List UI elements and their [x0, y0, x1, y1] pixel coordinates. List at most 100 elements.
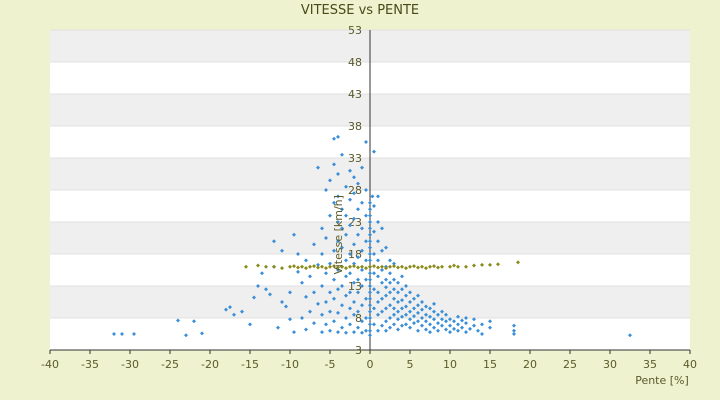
data-point [356, 181, 360, 186]
data-point [304, 258, 308, 263]
data-point [360, 303, 364, 308]
data-point [456, 314, 460, 319]
data-point [432, 317, 436, 322]
data-point [380, 280, 384, 285]
data-point [344, 330, 348, 335]
data-point [464, 264, 468, 269]
data-point [368, 239, 372, 244]
data-point [444, 327, 448, 332]
data-point [328, 261, 332, 266]
data-point [384, 293, 388, 298]
data-point [368, 309, 372, 314]
data-point [392, 312, 396, 317]
data-point [456, 322, 460, 327]
data-point [352, 330, 356, 335]
data-point [348, 197, 352, 202]
data-point [496, 262, 500, 267]
data-point [264, 287, 268, 292]
data-point [420, 300, 424, 304]
data-point [368, 328, 372, 333]
data-point [360, 319, 364, 324]
data-point [288, 290, 292, 295]
data-point [372, 229, 376, 234]
x-tick-label: 40 [683, 358, 697, 371]
data-point [428, 306, 432, 311]
x-tick-label: 30 [603, 358, 617, 371]
data-point [368, 213, 372, 218]
data-point [388, 264, 392, 269]
data-point [424, 319, 428, 324]
y-tick-label: 38 [348, 120, 362, 133]
data-point [348, 223, 352, 228]
data-point [368, 200, 372, 205]
data-point [396, 309, 400, 314]
data-point [372, 271, 376, 276]
data-point [460, 318, 464, 323]
data-point [340, 303, 344, 308]
data-point [352, 216, 356, 221]
data-point [444, 319, 448, 324]
data-point [264, 264, 268, 269]
data-point [404, 293, 408, 298]
data-point [256, 284, 260, 288]
data-point [316, 262, 320, 267]
data-point [440, 323, 444, 328]
data-point [408, 264, 412, 269]
data-point [464, 321, 468, 326]
data-point [336, 172, 340, 176]
data-point [320, 264, 324, 269]
data-point [448, 330, 452, 335]
data-point [356, 277, 360, 282]
data-point [356, 255, 360, 260]
data-point [304, 327, 308, 332]
data-point [380, 248, 384, 253]
data-point [424, 327, 428, 332]
data-point [400, 274, 404, 279]
data-point [320, 284, 324, 288]
data-point [388, 258, 392, 263]
y-tick-label: 3 [355, 344, 362, 357]
data-point [292, 330, 296, 335]
data-point [388, 316, 392, 320]
data-point [328, 290, 332, 295]
data-point [392, 264, 396, 269]
data-point [176, 318, 180, 323]
data-point [464, 316, 468, 320]
data-point [316, 165, 320, 170]
data-point [360, 284, 364, 288]
data-point [324, 271, 328, 276]
data-point [344, 213, 348, 218]
data-point [280, 266, 284, 271]
data-point [372, 264, 376, 269]
y-tick-label: 8 [355, 312, 362, 325]
data-point [392, 277, 396, 282]
data-point [432, 264, 436, 269]
data-point [272, 239, 276, 244]
data-point [356, 309, 360, 314]
x-tick-label: 10 [443, 358, 457, 371]
data-point [248, 322, 252, 327]
data-point [400, 314, 404, 319]
data-point [364, 258, 368, 263]
data-point [344, 232, 348, 237]
data-point [252, 295, 256, 300]
series-2-points [244, 260, 520, 271]
data-point [376, 258, 380, 263]
data-point [380, 309, 384, 314]
data-point [340, 226, 344, 231]
data-point [352, 191, 356, 196]
data-point [320, 252, 324, 256]
data-point [284, 304, 288, 309]
data-point [412, 296, 416, 301]
data-point [364, 277, 368, 282]
data-point [480, 332, 484, 336]
data-point [256, 263, 260, 268]
x-tick-labels: -40 -35 -30 -25 -20 -15 -10 -5 0 5 10 15 20 25 30 35 40 [41, 358, 697, 371]
y-tick-label: 43 [348, 88, 362, 101]
data-point [352, 280, 356, 285]
data-point [368, 284, 372, 288]
data-point [404, 322, 408, 327]
data-point [360, 165, 364, 170]
data-point [364, 266, 368, 271]
data-point [512, 323, 516, 328]
